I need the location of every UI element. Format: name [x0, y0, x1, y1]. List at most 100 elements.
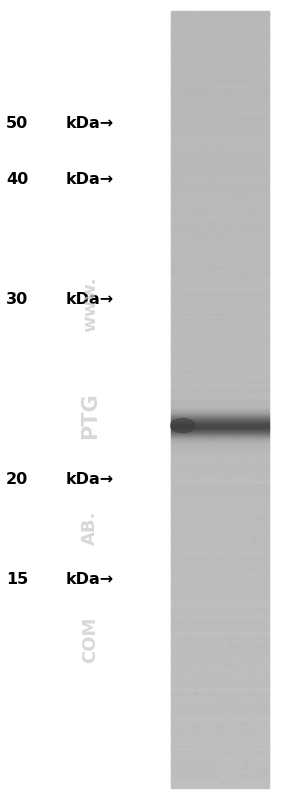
Bar [171, 782, 268, 786]
Bar [238, 727, 239, 729]
Bar [171, 567, 268, 570]
Bar [267, 187, 268, 189]
Bar [171, 769, 268, 773]
Bar [171, 303, 268, 307]
Bar [261, 409, 262, 410]
Bar [225, 719, 226, 721]
Bar [261, 518, 262, 519]
Bar [171, 84, 268, 87]
Bar [232, 327, 234, 329]
Bar [239, 366, 240, 367]
Bar [176, 658, 177, 659]
Bar [195, 468, 196, 470]
Bar [206, 170, 207, 172]
Bar [171, 24, 268, 27]
Bar [171, 596, 268, 599]
Bar [206, 568, 207, 570]
Bar [267, 135, 268, 137]
Bar [196, 258, 197, 259]
Bar [177, 318, 178, 319]
Bar [171, 554, 268, 558]
Bar [171, 655, 268, 658]
Bar [267, 268, 268, 270]
Bar [171, 11, 268, 14]
Bar [254, 240, 256, 242]
Bar [178, 708, 179, 710]
Bar [205, 88, 206, 90]
Bar [171, 606, 268, 610]
Bar [184, 524, 185, 526]
Bar [177, 247, 178, 249]
Bar [264, 316, 265, 318]
Bar [179, 102, 180, 103]
Bar [234, 631, 236, 633]
Bar [171, 370, 268, 374]
Bar [171, 550, 268, 553]
Bar [199, 335, 200, 337]
Bar [215, 778, 217, 779]
Bar [171, 441, 268, 442]
Bar [239, 352, 241, 354]
Bar [210, 352, 211, 354]
Bar [264, 49, 265, 50]
Bar [189, 93, 190, 94]
Bar [224, 295, 225, 297]
Bar [171, 580, 268, 584]
Bar [239, 298, 240, 300]
Bar [239, 70, 240, 72]
Bar [171, 684, 268, 687]
Bar [250, 612, 252, 614]
Bar [171, 317, 268, 320]
Bar [261, 308, 262, 310]
Bar [171, 102, 268, 105]
Bar [253, 570, 254, 571]
Bar [254, 382, 256, 383]
Bar [177, 567, 178, 569]
Bar [171, 37, 268, 41]
Bar [221, 407, 223, 409]
Bar [185, 67, 187, 69]
Bar [254, 351, 255, 353]
Bar [171, 637, 268, 641]
Bar [199, 171, 200, 173]
Bar [171, 472, 268, 475]
Bar [256, 232, 257, 234]
Bar [171, 399, 268, 402]
Bar [195, 777, 196, 778]
Bar [182, 119, 183, 121]
Bar [235, 363, 236, 365]
Bar [172, 284, 173, 286]
Bar [173, 286, 175, 287]
Bar [255, 419, 256, 421]
Bar [203, 385, 204, 386]
Bar [268, 678, 269, 679]
Bar [202, 392, 203, 394]
Bar [239, 730, 241, 731]
Bar [179, 218, 180, 220]
Bar [213, 36, 214, 38]
Bar [171, 389, 268, 392]
Bar [214, 705, 215, 706]
Bar [204, 766, 205, 768]
Bar [268, 466, 269, 468]
Bar [209, 562, 210, 564]
Bar [189, 258, 190, 259]
Bar [226, 711, 228, 713]
Bar [261, 590, 262, 592]
Bar [219, 414, 220, 415]
Bar [171, 674, 268, 677]
Bar [171, 290, 268, 294]
Bar [235, 142, 236, 144]
Bar [195, 209, 196, 210]
Bar [188, 383, 189, 385]
Bar [173, 111, 175, 113]
Bar [171, 573, 268, 576]
Bar [171, 231, 268, 234]
Bar [171, 617, 268, 620]
Bar [236, 306, 238, 308]
Bar [204, 678, 205, 680]
Bar [261, 401, 262, 402]
Bar [228, 643, 230, 645]
Bar [173, 706, 174, 707]
Bar [249, 247, 250, 249]
